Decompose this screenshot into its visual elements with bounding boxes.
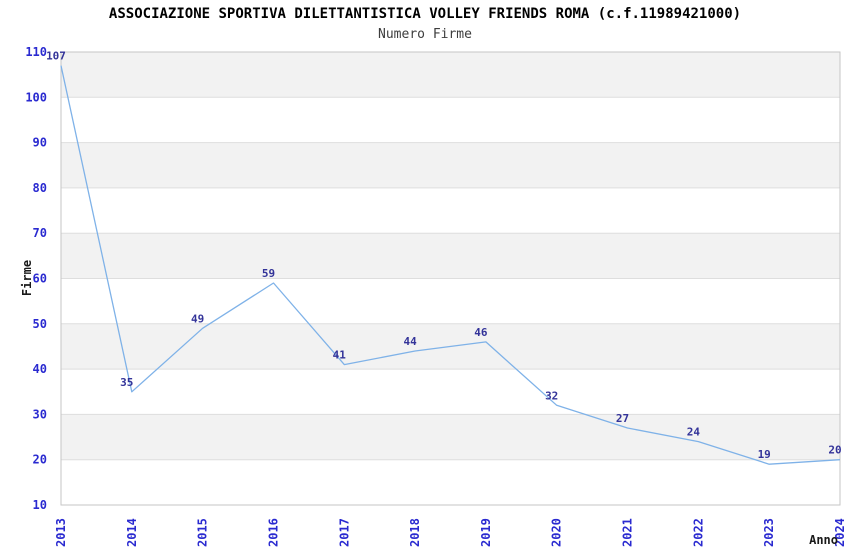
x-tick-label: 2016 [266, 518, 280, 547]
x-tick-label: 2024 [833, 518, 847, 547]
y-tick-label: 10 [33, 498, 47, 512]
plot-band-gray [61, 414, 840, 460]
data-point-label: 20 [828, 444, 841, 457]
data-point-label: 27 [616, 412, 629, 425]
y-tick-label: 80 [33, 181, 47, 195]
y-tick-label: 60 [33, 272, 47, 286]
x-tick-label: 2017 [337, 518, 351, 547]
data-point-label: 32 [545, 389, 558, 402]
x-tick-label: 2022 [691, 518, 705, 547]
data-point-label: 19 [758, 448, 771, 461]
x-tick-label: 2014 [125, 518, 139, 547]
plot-band-white [61, 187, 840, 234]
x-tick-label: 2013 [54, 518, 68, 547]
plot-band-gray [61, 52, 840, 98]
data-point-label: 49 [191, 312, 204, 325]
y-tick-label: 50 [33, 317, 47, 331]
plot-band-white [61, 459, 840, 505]
plot-band-white [61, 369, 840, 415]
x-tick-label: 2018 [408, 518, 422, 547]
y-tick-label: 110 [25, 45, 47, 59]
y-tick-label: 90 [33, 136, 47, 150]
data-point-label: 107 [46, 50, 66, 63]
y-tick-label: 40 [33, 362, 47, 376]
y-tick-label: 100 [25, 90, 47, 104]
plot-border [60, 51, 841, 506]
y-tick-label: 20 [33, 453, 47, 467]
chart-title: ASSOCIAZIONE SPORTIVA DILETTANTISTICA VO… [108, 6, 742, 22]
x-tick-label: 2019 [479, 518, 493, 547]
y-tick-label: 70 [33, 226, 47, 240]
data-point-label: 24 [687, 426, 701, 439]
data-point-label: 59 [262, 267, 275, 280]
x-tick-label: 2020 [550, 518, 564, 547]
data-point-label: 44 [403, 335, 417, 348]
plot-band-gray [61, 142, 840, 188]
plot-band-white [61, 97, 840, 143]
chart-subtitle: Numero Firme [378, 27, 472, 42]
x-axis-title: Anno [809, 533, 838, 547]
data-point-label: 46 [474, 326, 488, 339]
y-tick-label: 30 [33, 407, 47, 421]
data-line [60, 65, 841, 465]
x-tick-label: 2021 [621, 518, 635, 547]
x-tick-label: 2023 [762, 518, 776, 547]
y-axis-title: Firme [20, 259, 34, 297]
plot-band-gray [61, 233, 840, 279]
plot-band-white [61, 278, 840, 324]
data-point-label: 35 [120, 376, 133, 389]
data-point-label: 41 [333, 349, 347, 362]
x-tick-label: 2015 [196, 518, 210, 547]
